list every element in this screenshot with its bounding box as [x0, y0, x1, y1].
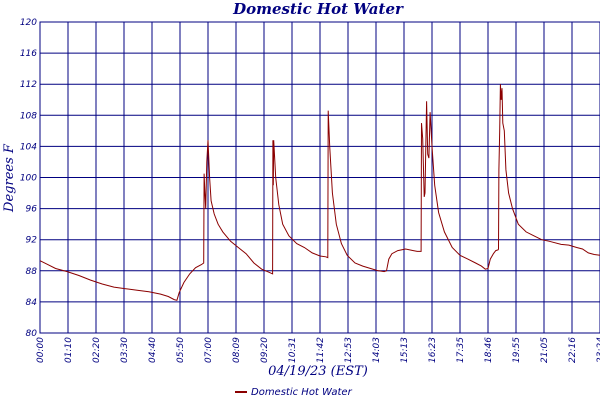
x-tick-label: 22:16 [568, 337, 578, 363]
chart-title: Domestic Hot Water [232, 0, 404, 18]
x-tick-label: 00:00 [36, 337, 46, 363]
x-tick-labels: 00:00 01:10 02:20 03:30 04:40 05:50 07:00 08:09… [36, 337, 600, 363]
x-tick-label: 02:20 [92, 337, 102, 363]
y-tick-label: 116 [20, 49, 37, 59]
x-axis-label: 04/19/23 (EST) [268, 364, 368, 379]
y-axis-label: Degrees F [2, 143, 17, 213]
y-tick-label: 96 [26, 205, 38, 215]
x-tick-label: 08:09 [232, 337, 242, 363]
y-tick-label: 112 [20, 80, 37, 90]
y-tick-label: 100 [20, 174, 37, 184]
x-tick-label: 21:05 [540, 337, 550, 363]
x-tick-label: 17:35 [456, 337, 466, 363]
x-tick-label: 10:31 [288, 337, 298, 363]
x-tick-label: 16:23 [428, 337, 438, 363]
y-tick-label: 80 [26, 329, 38, 339]
x-tick-label: 03:30 [120, 337, 130, 363]
y-tick-label: 104 [20, 142, 37, 152]
x-tick-label: 18:46 [484, 337, 494, 363]
x-tick-label: 07:00 [204, 337, 214, 363]
x-tick-label: 09:20 [260, 337, 270, 363]
x-tick-label: 19:55 [512, 337, 522, 363]
series-line-domestic-hot-water [39, 84, 600, 301]
y-tick-label: 88 [26, 267, 38, 277]
grid [39, 21, 600, 334]
x-tick-label: 23:24 [596, 337, 600, 363]
y-tick-label: 108 [20, 111, 37, 121]
x-tick-label: 14:03 [372, 337, 382, 363]
y-tick-labels: 80 84 88 92 96 100 104 108 112 116 120 [20, 18, 37, 339]
x-tick-label: 15:13 [400, 337, 410, 363]
x-tick-label: 11:42 [316, 337, 326, 363]
x-tick-label: 05:50 [176, 337, 186, 363]
plot-frame [39, 21, 600, 334]
x-tick-label: 12:53 [344, 337, 354, 363]
y-tick-label: 120 [20, 18, 37, 28]
legend-label: Domestic Hot Water [251, 387, 353, 398]
x-tick-label: 04:40 [148, 337, 158, 363]
y-tick-label: 84 [26, 298, 38, 308]
y-tick-label: 92 [26, 236, 38, 246]
legend: Domestic Hot Water [235, 387, 353, 398]
x-tick-label: 01:10 [64, 337, 74, 363]
